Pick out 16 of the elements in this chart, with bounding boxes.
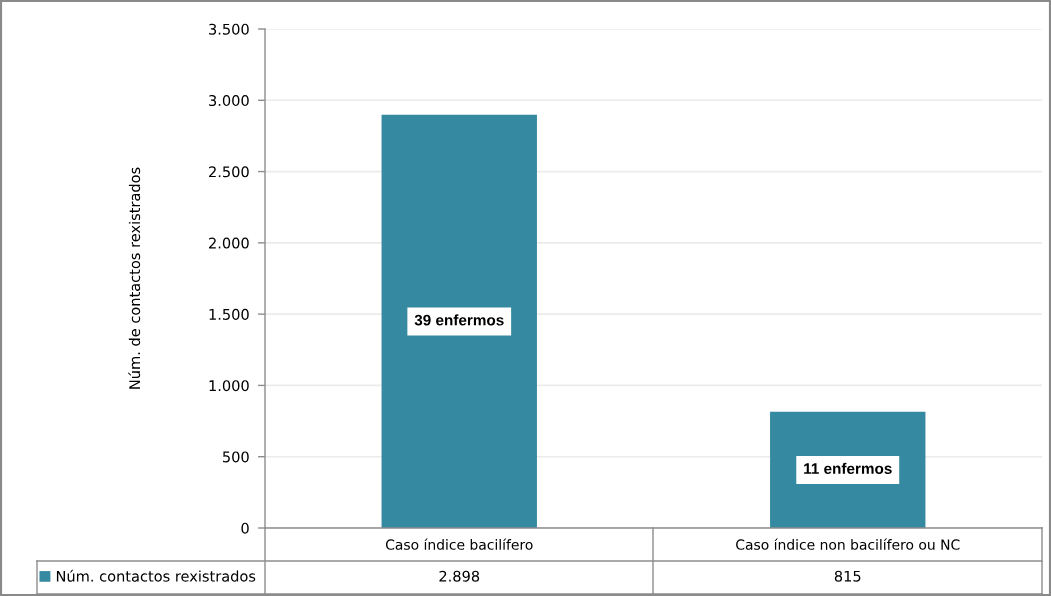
y-tick-label: 3.000 [209, 95, 249, 107]
y-tick-label: 1.000 [209, 380, 249, 392]
x-tick-label: Caso índice bacilífero [385, 538, 533, 550]
data-label: 815 [834, 570, 861, 582]
annotation: 39 enfermos [414, 314, 504, 326]
y-tick-label: 2.500 [209, 166, 249, 178]
y-tick-label: 3.500 [209, 23, 249, 35]
y-tick-label: 500 [223, 451, 249, 463]
y-axis-title: Núm. de contactos rexistrados [128, 167, 141, 389]
y-tick-label: 0 [241, 522, 249, 534]
y-tick-label: 1.500 [209, 308, 249, 320]
data-label: 2.898 [439, 570, 480, 582]
annotation: 11 enfermos [804, 462, 892, 474]
x-tick-label: Caso índice non bacilífero ou NC [736, 538, 960, 550]
legend-label: Núm. contactos rexistrados [56, 569, 256, 582]
y-tick-label: 2.000 [209, 237, 249, 249]
